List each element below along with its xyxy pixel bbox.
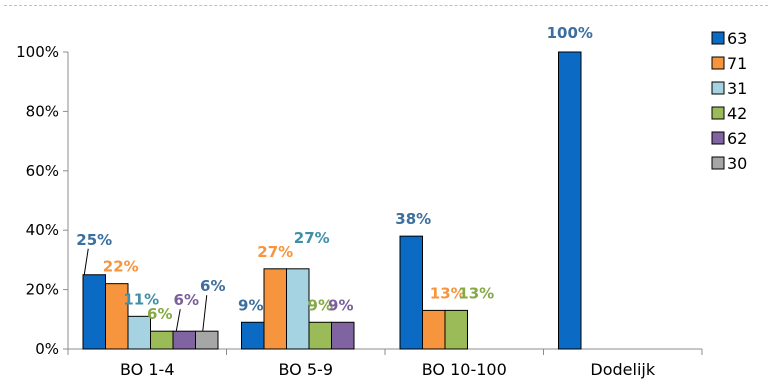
y-tick-label: 0% bbox=[35, 340, 59, 358]
y-tick-label: 40% bbox=[26, 221, 59, 239]
data-label-63: 25% bbox=[76, 231, 112, 249]
legend-label: 31 bbox=[727, 79, 747, 98]
legend-swatch-71 bbox=[711, 56, 725, 70]
x-tick-label: BO 1-4 bbox=[120, 360, 175, 379]
data-label-42: 9% bbox=[308, 296, 333, 314]
legend-swatch-62 bbox=[711, 131, 725, 145]
bar-42 bbox=[150, 330, 174, 350]
y-tick-label: 20% bbox=[26, 281, 59, 299]
legend-swatch-42 bbox=[711, 106, 725, 120]
legend-label: 63 bbox=[727, 29, 747, 48]
legend-label: 71 bbox=[727, 54, 747, 73]
y-tick-label: 80% bbox=[26, 102, 59, 120]
data-label-71: 13% bbox=[430, 284, 466, 302]
y-tick-label: 100% bbox=[16, 43, 59, 61]
leader-line bbox=[83, 248, 89, 275]
bar-63 bbox=[558, 51, 582, 350]
data-label-62: 6% bbox=[174, 291, 199, 309]
data-label-63: 38% bbox=[395, 210, 431, 228]
bar-30 bbox=[195, 330, 219, 350]
x-tick-label: BO 10-100 bbox=[422, 360, 507, 379]
bar-42 bbox=[308, 321, 332, 350]
top-divider bbox=[4, 5, 768, 6]
bar-71 bbox=[263, 268, 287, 350]
bar-62 bbox=[172, 330, 196, 350]
bar-71 bbox=[422, 309, 446, 350]
data-label-63: 100% bbox=[547, 24, 593, 42]
bar-42 bbox=[444, 309, 468, 350]
x-tick-label: BO 5-9 bbox=[278, 360, 333, 379]
data-label-31: 27% bbox=[294, 229, 330, 247]
legend-swatch-30 bbox=[711, 156, 725, 170]
leader-line bbox=[202, 295, 208, 332]
data-label-42: 6% bbox=[147, 305, 172, 323]
legend-swatch-31 bbox=[711, 81, 725, 95]
bar-31 bbox=[286, 268, 310, 350]
data-label-71: 27% bbox=[257, 243, 293, 261]
bar-63 bbox=[241, 321, 265, 350]
legend-label: 62 bbox=[727, 129, 747, 148]
legend-swatch-63 bbox=[711, 31, 725, 45]
leader-line bbox=[175, 309, 181, 332]
bar-63 bbox=[399, 235, 423, 350]
legend-label: 42 bbox=[727, 104, 747, 123]
data-label-42: 13% bbox=[458, 284, 494, 302]
x-tick-label: Dodelijk bbox=[590, 360, 655, 379]
data-label-62: 9% bbox=[328, 296, 353, 314]
data-label-31: 11% bbox=[123, 290, 159, 308]
data-label-63: 9% bbox=[238, 296, 263, 314]
bar-62 bbox=[331, 321, 355, 350]
legend-label: 30 bbox=[727, 154, 747, 173]
bar-63 bbox=[82, 274, 106, 350]
data-label-30: 6% bbox=[200, 277, 225, 295]
data-label-71: 22% bbox=[103, 258, 139, 276]
y-tick-label: 60% bbox=[26, 162, 59, 180]
